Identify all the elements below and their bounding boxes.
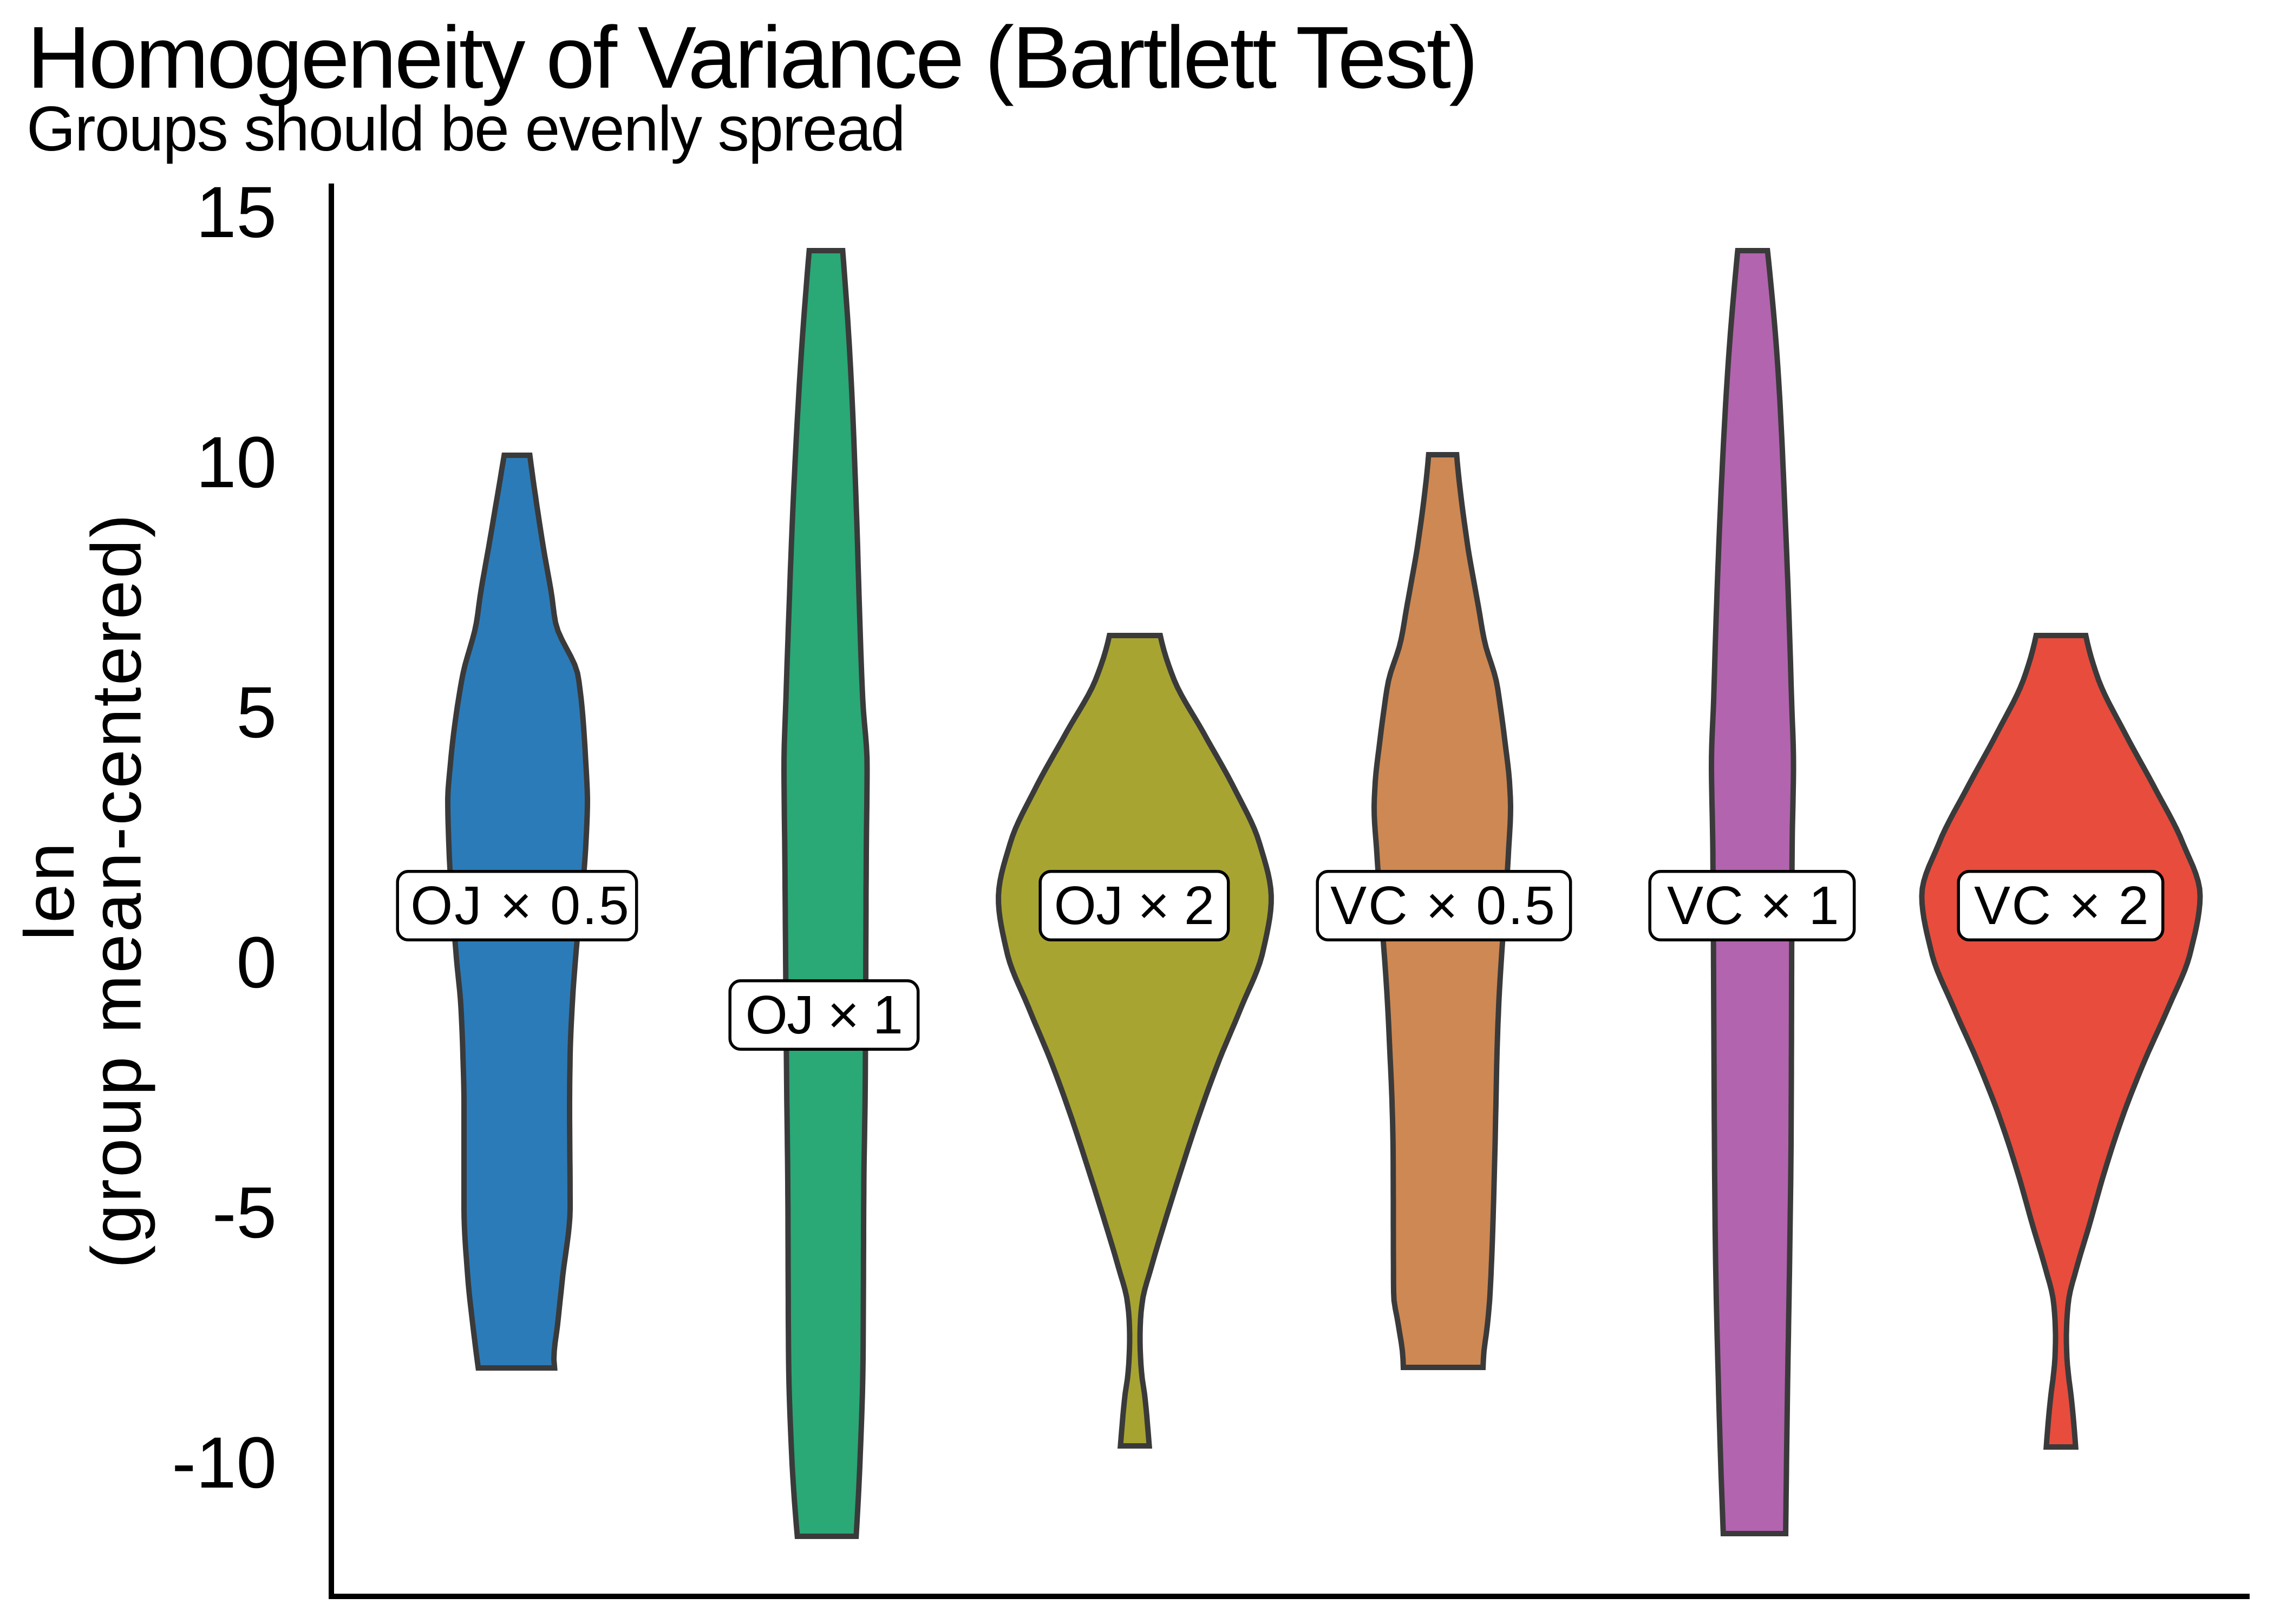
svg-text:(group mean-centered): (group mean-centered)	[77, 513, 156, 1269]
svg-text:len: len	[10, 840, 89, 940]
svg-text:VC × 0.5: VC × 0.5	[1330, 875, 1557, 936]
svg-text:-10: -10	[172, 1423, 277, 1503]
svg-text:VC × 1: VC × 1	[1667, 875, 1840, 936]
svg-text:-5: -5	[212, 1173, 277, 1253]
svg-text:15: 15	[196, 172, 277, 253]
svg-text:5: 5	[236, 672, 277, 753]
svg-text:OJ × 2: OJ × 2	[1054, 875, 1214, 936]
svg-text:10: 10	[196, 422, 277, 503]
svg-text:OJ × 1: OJ × 1	[746, 985, 903, 1045]
svg-text:VC × 2: VC × 2	[1974, 875, 2150, 936]
svg-text:0: 0	[236, 922, 277, 1003]
svg-text:OJ × 0.5: OJ × 0.5	[410, 875, 631, 936]
svg-text:Homogeneity of Variance (Bartl: Homogeneity of Variance (Bartlett Test)	[27, 9, 1476, 107]
svg-text:Groups should be evenly spread: Groups should be evenly spread	[27, 93, 905, 164]
